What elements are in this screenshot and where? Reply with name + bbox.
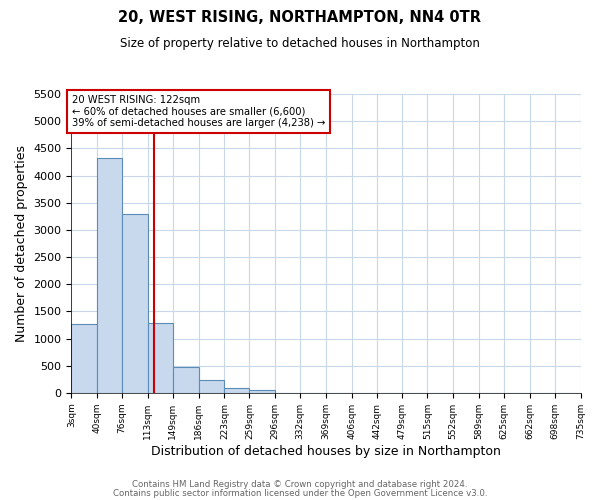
- Text: 20, WEST RISING, NORTHAMPTON, NN4 0TR: 20, WEST RISING, NORTHAMPTON, NN4 0TR: [119, 10, 482, 25]
- Text: Size of property relative to detached houses in Northampton: Size of property relative to detached ho…: [120, 38, 480, 51]
- Text: 20 WEST RISING: 122sqm
← 60% of detached houses are smaller (6,600)
39% of semi-: 20 WEST RISING: 122sqm ← 60% of detached…: [72, 94, 325, 128]
- Bar: [97, 158, 122, 393]
- Bar: [250, 390, 275, 393]
- Bar: [224, 388, 250, 393]
- X-axis label: Distribution of detached houses by size in Northampton: Distribution of detached houses by size …: [151, 444, 501, 458]
- Bar: [71, 324, 97, 393]
- Bar: [148, 323, 173, 393]
- Bar: [173, 367, 199, 393]
- Bar: [122, 214, 148, 393]
- Text: Contains public sector information licensed under the Open Government Licence v3: Contains public sector information licen…: [113, 488, 487, 498]
- Y-axis label: Number of detached properties: Number of detached properties: [15, 145, 28, 342]
- Text: Contains HM Land Registry data © Crown copyright and database right 2024.: Contains HM Land Registry data © Crown c…: [132, 480, 468, 489]
- Bar: [199, 380, 224, 393]
